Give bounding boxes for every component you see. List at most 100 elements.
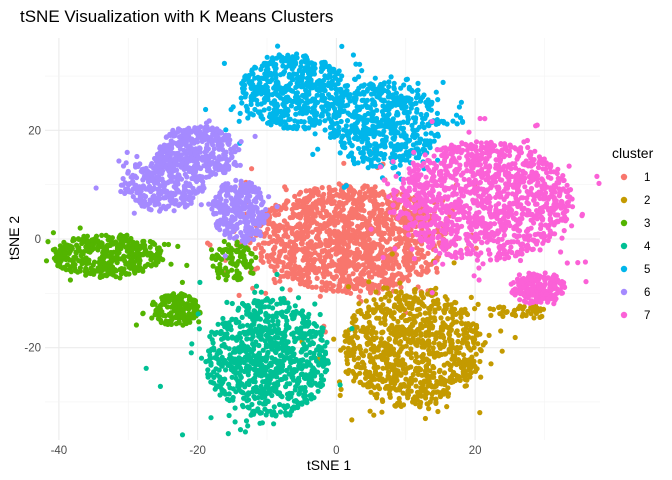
data-point-cluster-3 — [140, 310, 146, 316]
data-point-cluster-2 — [338, 386, 344, 392]
data-point-cluster-2 — [478, 374, 484, 380]
data-point-cluster-2 — [517, 303, 523, 309]
data-point-cluster-1 — [313, 242, 319, 248]
data-point-cluster-3 — [114, 260, 120, 266]
data-point-cluster-5 — [266, 106, 272, 112]
data-point-cluster-1 — [279, 268, 285, 274]
data-point-cluster-1 — [403, 254, 409, 260]
data-point-cluster-1 — [283, 241, 289, 248]
data-point-cluster-5 — [352, 121, 358, 127]
data-point-cluster-2 — [455, 338, 461, 345]
data-point-cluster-5 — [322, 118, 328, 124]
data-point-cluster-1 — [236, 292, 242, 298]
data-point-cluster-4 — [299, 308, 306, 314]
data-point-cluster-4 — [304, 400, 310, 406]
data-point-cluster-1 — [350, 271, 356, 277]
data-point-cluster-1 — [412, 260, 419, 266]
data-point-cluster-1 — [413, 269, 419, 275]
data-point-cluster-2 — [435, 389, 441, 395]
data-point-cluster-2 — [498, 328, 504, 334]
data-point-cluster-5 — [388, 74, 394, 80]
data-point-cluster-4 — [210, 340, 216, 346]
data-point-cluster-3 — [241, 253, 247, 259]
data-point-cluster-1 — [353, 208, 359, 214]
data-point-cluster-2 — [380, 365, 386, 371]
data-point-cluster-1 — [293, 248, 299, 254]
data-point-cluster-4 — [236, 319, 242, 325]
data-point-cluster-4 — [179, 432, 186, 438]
data-point-cluster-5 — [245, 115, 251, 121]
data-point-cluster-2 — [349, 335, 355, 341]
data-point-cluster-4 — [251, 411, 257, 417]
data-point-cluster-1 — [354, 246, 360, 252]
data-point-cluster-4 — [259, 299, 265, 305]
data-point-cluster-1 — [292, 263, 298, 269]
data-point-cluster-5 — [248, 101, 254, 107]
data-point-cluster-4 — [214, 351, 220, 357]
data-point-cluster-2 — [397, 297, 403, 303]
data-point-cluster-2 — [379, 397, 385, 403]
data-point-cluster-5 — [265, 69, 271, 75]
data-point-cluster-2 — [445, 316, 451, 322]
data-point-cluster-1 — [324, 229, 330, 235]
data-point-cluster-1 — [336, 283, 342, 289]
data-point-cluster-5 — [315, 146, 321, 152]
data-point-cluster-1 — [283, 187, 289, 193]
data-point-cluster-1 — [361, 208, 367, 214]
data-point-cluster-3 — [97, 262, 103, 268]
data-point-cluster-1 — [306, 216, 312, 222]
data-point-cluster-4 — [274, 382, 281, 388]
data-point-cluster-4 — [267, 408, 274, 414]
data-point-cluster-2 — [428, 315, 434, 321]
data-point-cluster-5 — [377, 131, 383, 137]
data-point-cluster-3 — [58, 254, 64, 260]
data-point-cluster-2 — [396, 340, 402, 346]
data-point-cluster-2 — [405, 392, 411, 398]
data-point-cluster-5 — [286, 62, 292, 68]
data-point-cluster-5 — [363, 125, 369, 131]
data-point-cluster-2 — [418, 353, 425, 360]
data-point-cluster-5 — [420, 115, 426, 122]
data-point-cluster-3 — [75, 246, 82, 252]
data-point-cluster-1 — [379, 201, 385, 207]
data-point-cluster-4 — [229, 300, 235, 307]
data-point-cluster-5 — [370, 111, 376, 117]
data-point-cluster-1 — [378, 237, 384, 243]
data-point-cluster-3 — [249, 251, 255, 257]
data-point-cluster-5 — [325, 75, 331, 81]
data-point-cluster-1 — [283, 231, 289, 237]
data-point-cluster-1 — [288, 258, 294, 264]
data-point-cluster-1 — [349, 233, 355, 240]
data-point-cluster-4 — [211, 369, 217, 375]
data-point-cluster-5 — [244, 108, 250, 114]
data-point-cluster-4 — [188, 350, 194, 356]
data-point-cluster-3 — [45, 239, 51, 245]
data-point-cluster-2 — [453, 330, 459, 336]
data-point-cluster-1 — [357, 225, 363, 231]
data-point-cluster-2 — [403, 343, 409, 349]
data-point-cluster-3 — [184, 262, 190, 268]
data-point-cluster-2 — [464, 311, 471, 318]
data-point-cluster-3 — [231, 275, 237, 281]
data-point-cluster-2 — [379, 330, 385, 336]
data-point-cluster-5 — [413, 155, 419, 161]
data-point-cluster-2 — [396, 399, 402, 405]
data-point-cluster-4 — [289, 405, 295, 411]
data-point-cluster-1 — [297, 215, 303, 221]
data-point-cluster-1 — [425, 250, 431, 256]
data-point-cluster-5 — [403, 149, 409, 155]
data-point-cluster-1 — [381, 230, 388, 236]
data-point-cluster-2 — [391, 362, 398, 368]
data-point-cluster-5 — [305, 70, 312, 76]
data-point-cluster-4 — [226, 412, 232, 419]
data-point-cluster-3 — [223, 246, 229, 252]
data-point-cluster-2 — [411, 377, 417, 383]
data-point-cluster-1 — [268, 263, 274, 269]
data-point-cluster-5 — [424, 101, 431, 107]
data-point-cluster-1 — [265, 226, 271, 232]
data-point-cluster-1 — [317, 222, 323, 228]
data-point-cluster-4 — [211, 374, 217, 380]
data-point-cluster-4 — [207, 352, 213, 358]
data-point-cluster-1 — [303, 188, 309, 194]
data-point-cluster-2 — [458, 314, 464, 321]
